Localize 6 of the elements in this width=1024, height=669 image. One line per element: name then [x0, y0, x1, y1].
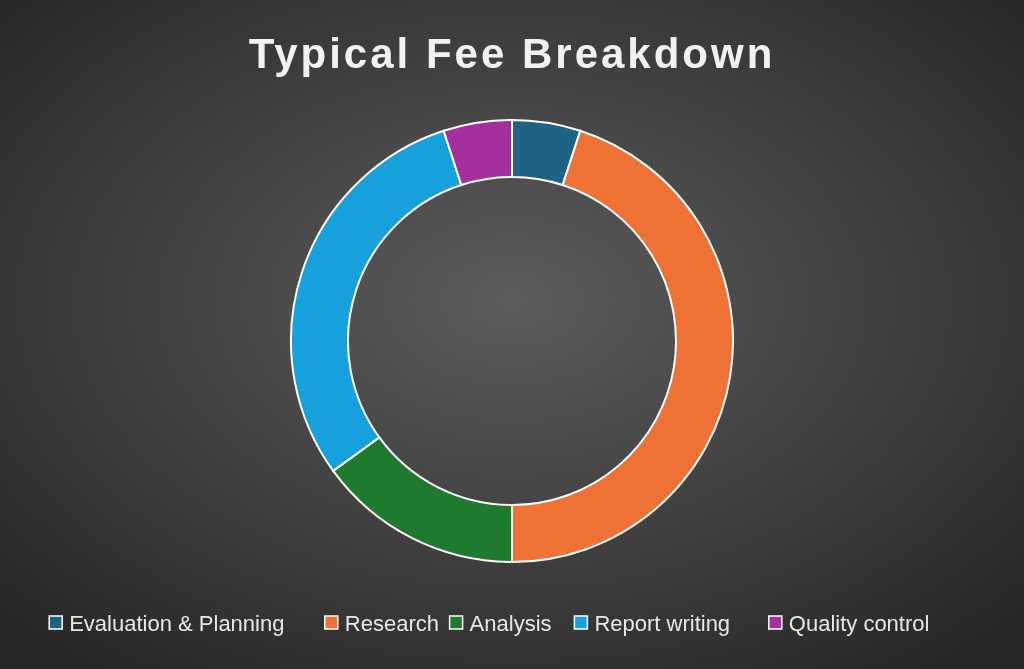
legend-label: Evaluation & Planning	[69, 610, 285, 636]
legend-label: Analysis	[469, 610, 552, 636]
legend-label: Quality control	[788, 610, 930, 636]
chart-title: Typical Fee Breakdown	[248, 30, 776, 77]
legend-label: Report writing	[594, 610, 731, 636]
legend-label: Research	[344, 610, 439, 636]
